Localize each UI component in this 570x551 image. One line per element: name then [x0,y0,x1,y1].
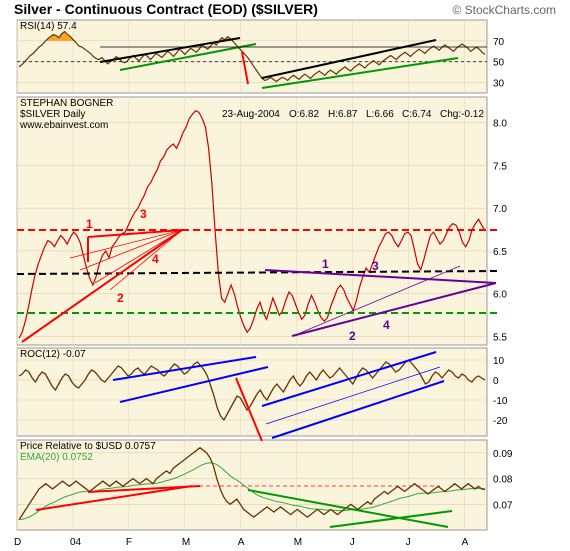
roc-blue-mid-2 [265,366,441,425]
rsi-green-trendline-1 [119,43,257,71]
quote-open: O:6.82 [289,109,319,120]
quote-high: H:6.87 [328,109,358,120]
website-label: www.ebainvest.com [19,120,108,131]
x-tick-8: A [462,537,469,548]
rel-red-support-line [35,485,193,511]
relative-y-tick-0: 0.09 [493,449,513,460]
price-red-fan-3 [94,229,183,284]
price-y-tick-1: 7.5 [493,161,507,172]
x-tick-7: J [406,537,411,548]
rsi-panel [16,19,488,94]
price-purple-inner-line [299,265,461,334]
rsi-green-trendline-2 [261,57,459,89]
price-y-tick-0: 8.0 [493,119,507,130]
price-red-fan-4 [109,229,183,291]
roc-blue-upper-2 [261,351,437,407]
quote-close: C:6.74 [402,109,432,120]
purple-label-1: 1 [322,257,329,271]
roc-y-tick-1: 0 [493,376,499,387]
quote-low: L:6.66 [366,109,394,120]
price-red-support-line [21,229,183,343]
roc-blue-lower-1 [119,366,269,403]
purple-label-2: 2 [349,329,356,343]
x-tick-5: M [294,537,302,548]
rsi-line [18,30,486,83]
roc-label: ROC(12) -0.07 [20,349,86,360]
rel-green-up-line [329,510,453,528]
rsi-y-tick-2: 30 [493,79,505,90]
x-tick-2: F [126,537,132,548]
x-tick-labels: D 04 F M A M J J A [14,537,469,548]
x-tick-1: 04 [70,537,82,548]
price-purple-top-line [264,269,497,284]
relative-y-tick-2: 0.07 [493,500,513,511]
purple-label-4: 4 [383,318,390,332]
price-purple-bottom-line [291,282,497,337]
relative-label: Price Relative to $USD 0.0757 [20,441,156,452]
chart-title: Silver - Continuous Contract (EOD) ($SIL… [14,1,318,17]
roc-red-drop-line [235,377,263,442]
red-label-4: 4 [152,252,159,266]
red-label-2: 2 [117,291,124,305]
rsi-red-drop-line [241,51,249,85]
annotation-overlay [16,37,501,528]
annotation-labels: 1 2 3 4 1 2 3 4 [86,207,390,343]
watermark: © StockCharts.com [452,3,556,17]
purple-label-3: 3 [372,259,379,273]
price-y-tick-4: 6.0 [493,290,507,301]
x-tick-3: M [182,537,190,548]
red-label-3: 3 [140,207,147,221]
roc-panel [16,347,488,437]
price-y-tick-2: 7.0 [493,204,507,215]
relative-line [18,446,486,521]
y-tick-labels: 70 50 30 8.0 7.5 7.0 6.5 6.0 5.5 10 0 -10 -20 0.09 0.0… [493,37,513,511]
price-red-fan-2 [79,229,183,271]
rsi-overbought-fill [19,31,485,41]
roc-blue-upper-1 [112,356,257,381]
series-label: $SILVER Daily [20,109,85,120]
rsi-black-trendline-2 [261,39,437,79]
relative-y-tick-1: 0.08 [493,475,513,486]
roc-y-tick-3: -20 [493,416,508,427]
quote-date: 23-Aug-2004 [222,109,280,120]
quote-change: Chg:-0.12 [440,109,484,120]
author-label: STEPHAN BOGNER [20,98,113,109]
rsi-black-trendline-1 [99,37,241,63]
price-y-tick-3: 6.5 [493,247,507,258]
rsi-y-tick-0: 70 [493,37,505,48]
grid [16,20,487,530]
roc-blue-lower-2 [271,380,445,439]
price-y-tick-5: 5.5 [493,332,507,343]
x-tick-0: D [14,537,21,548]
x-tick-6: J [350,537,355,548]
rel-green-down-line [247,489,449,528]
price-red-fan-1 [69,229,183,259]
price-black-dashed-level [16,270,501,275]
roc-y-tick-0: 10 [493,356,505,367]
quote-readout: 23-Aug-2004 O:6.82 H:6.87 L:6.66 C:6.74 … [222,109,484,120]
rsi-y-tick-1: 50 [493,58,505,69]
roc-y-tick-2: -10 [493,396,508,407]
price-red-top-line [87,229,183,238]
x-tick-4: A [238,537,245,548]
rel-red-top-line [87,485,201,493]
rsi-label: RSI(14) 57.4 [20,21,77,32]
ema-label: EMA(20) 0.0752 [20,452,93,463]
red-label-1: 1 [86,217,93,231]
